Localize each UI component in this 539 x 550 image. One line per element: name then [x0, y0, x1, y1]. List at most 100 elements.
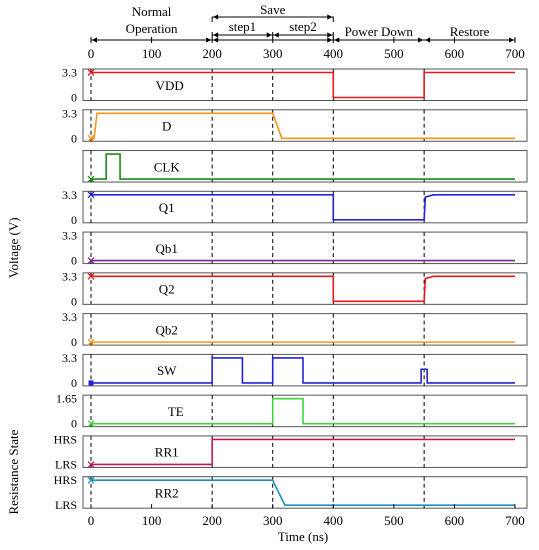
- signal-panels: 3.30VDD3.30DCLK3.30Q13.30Qb13.30Q23.30Qb…: [54, 66, 528, 512]
- panel-q1: 3.3 0 Q1: [62, 188, 528, 227]
- panel-frame: [82, 476, 528, 509]
- panel-sw: 3.3 0 SW: [62, 351, 528, 390]
- y-tick-label-high: HRS: [54, 473, 77, 487]
- y-axis-title-resistance: Resistance State: [6, 429, 21, 514]
- start-marker: [88, 380, 94, 386]
- panel-qb2: 3.3 0 Qb2: [62, 310, 528, 349]
- x-axis-tick-label: 600: [445, 513, 465, 528]
- phase-label-step2: step2: [289, 19, 316, 34]
- arrow-head: [92, 37, 97, 43]
- start-marker: [87, 272, 95, 280]
- series-label: RR1: [155, 445, 179, 460]
- top-axis-tick-label: 400: [324, 46, 344, 61]
- series-label: Qb1: [156, 241, 178, 256]
- trace-clk: [91, 153, 515, 180]
- y-tick-label-high: 3.3: [62, 66, 77, 80]
- y-tick-label-high: 3.3: [62, 229, 77, 243]
- arrow-head: [213, 32, 219, 38]
- y-tick-label-low: LRS: [55, 457, 77, 471]
- y-tick-label-low: 0: [71, 131, 77, 145]
- panel-frame: [82, 68, 528, 101]
- trace-sw: [91, 357, 515, 384]
- arrow-head: [213, 14, 219, 20]
- phase-axis: 0 100 200 300 400 500 600 700 Normal Operation Sav…: [88, 2, 525, 61]
- start-marker: [87, 460, 95, 468]
- panel-frame: [82, 435, 528, 468]
- y-tick-label-high: HRS: [54, 432, 77, 446]
- series-label: Q1: [159, 200, 175, 215]
- y-tick-label-high: 3.3: [62, 310, 77, 324]
- arrow-head: [206, 37, 212, 43]
- arrow-head: [327, 32, 333, 38]
- start-marker: [87, 191, 95, 199]
- arrow-head: [327, 37, 333, 43]
- trace-d: [91, 112, 515, 140]
- series-label: RR2: [155, 485, 179, 500]
- y-tick-label-high: 1.65: [56, 392, 77, 406]
- arrow-head: [213, 37, 219, 43]
- y-tick-label-low: 0: [71, 254, 77, 268]
- panel-frame: [82, 190, 528, 224]
- x-axis-tick-label: 200: [202, 513, 222, 528]
- panel-vdd: 3.3 0 VDD: [62, 66, 528, 105]
- y-tick-label-low: 0: [71, 335, 77, 349]
- y-tick-label-high: 3.3: [62, 106, 77, 120]
- arrow-head: [273, 32, 279, 38]
- phase-label-restore: Restore: [450, 24, 490, 39]
- series-label: CLK: [154, 159, 181, 174]
- arrow-head: [418, 37, 424, 43]
- start-marker: [87, 338, 95, 346]
- y-tick-label-high: 3.3: [62, 188, 77, 202]
- x-axis-tick-label: 0: [88, 513, 95, 528]
- series-label: SW: [157, 363, 177, 378]
- y-tick-label-high: 3.3: [62, 269, 77, 283]
- panel-clk: CLK: [82, 150, 528, 183]
- x-axis-tick-label: 500: [384, 513, 404, 528]
- series-label: Qb2: [156, 322, 178, 337]
- start-marker: [87, 476, 95, 484]
- start-marker: [87, 134, 95, 142]
- phase-label-step1: step1: [229, 19, 256, 34]
- arrow-head: [425, 37, 431, 43]
- y-axis-title-voltage: Voltage (V): [6, 217, 21, 278]
- top-axis-tick-label: 100: [142, 46, 162, 61]
- start-marker: [87, 257, 95, 265]
- start-marker: [87, 175, 95, 183]
- y-tick-label-low: 0: [71, 91, 77, 105]
- panel-frame: [82, 109, 528, 142]
- trace-q2: [91, 275, 515, 303]
- top-axis-tick-label: 600: [445, 46, 465, 61]
- y-tick-label-low: 0: [71, 213, 77, 227]
- top-axis-tick-label: 0: [88, 46, 95, 61]
- panel-frame: [82, 394, 528, 428]
- phase-label-normal-line1: Normal: [132, 4, 172, 19]
- phase-label-power-down: Power Down: [345, 24, 414, 39]
- top-axis-tick-label: 300: [263, 46, 283, 61]
- series-label: D: [162, 119, 171, 134]
- panel-frame: [82, 231, 528, 265]
- trace-rr1: [91, 438, 515, 466]
- arrow-head: [266, 32, 272, 38]
- panel-rr2: HRS LRS RR2: [54, 473, 528, 512]
- arrow-head: [327, 14, 333, 20]
- panel-rr1: HRS LRS RR1: [54, 432, 528, 471]
- panel-qb1: 3.3 0 Qb1: [62, 229, 528, 268]
- arrow-head: [334, 37, 340, 43]
- start-marker: [87, 69, 95, 76]
- panel-te: 1.65 0 TE: [56, 392, 528, 431]
- top-axis-tick-label: 500: [384, 46, 404, 61]
- y-tick-label-low: 0: [71, 376, 77, 390]
- x-axis-tick-label: 700: [505, 513, 525, 528]
- x-axis-tick-label: 300: [263, 513, 283, 528]
- y-tick-label-low: 0: [71, 417, 77, 431]
- x-axis-title: Time (ns): [278, 529, 328, 544]
- trace-te: [91, 397, 515, 425]
- trace-rr2: [91, 479, 515, 507]
- top-axis-tick-label: 700: [505, 46, 525, 61]
- x-axis-tick-label: 100: [142, 513, 162, 528]
- trace-q1: [91, 194, 515, 221]
- y-tick-label-low: 0: [71, 294, 77, 308]
- panel-frame: [82, 353, 528, 387]
- phase-label-save: Save: [260, 2, 286, 17]
- panel-d: 3.3 0 D: [62, 106, 528, 145]
